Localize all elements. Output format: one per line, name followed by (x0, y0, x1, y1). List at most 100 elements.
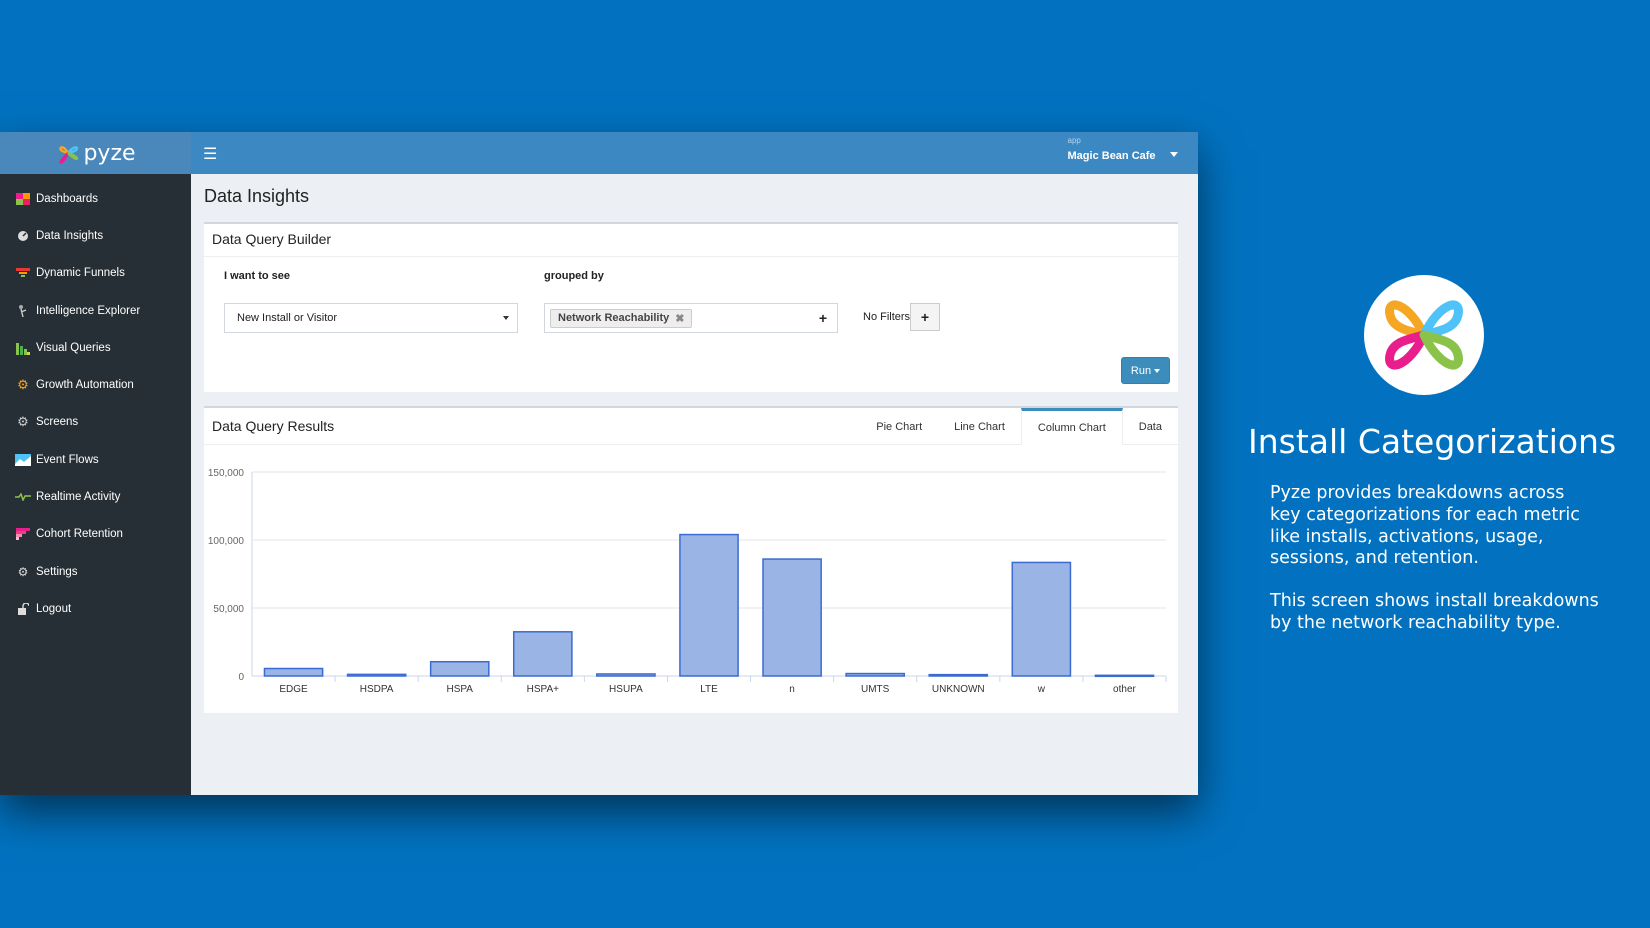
chart-bar (346, 673, 407, 677)
sidebar-item-visual-queries[interactable]: Visual Queries (0, 329, 191, 366)
x-tick-label: HSUPA (609, 684, 643, 695)
run-button[interactable]: Run (1121, 357, 1170, 384)
sidebar-item-realtime-activity[interactable]: Realtime Activity (0, 478, 191, 515)
x-tick-label: UNKNOWN (932, 684, 985, 695)
app-selector-dropdown[interactable]: app Magic Bean Cafe (1068, 136, 1178, 164)
add-filter-button[interactable]: + (910, 303, 940, 331)
pyze-logo-icon (59, 146, 79, 164)
sidebar-item-label: Settings (36, 565, 78, 578)
chart-bar (263, 667, 324, 677)
sidebar-item-logout[interactable]: Logout (0, 590, 191, 627)
dashboard-grid-icon (14, 192, 32, 206)
pyze-promo-logo (1364, 275, 1484, 395)
y-tick-label: 50,000 (213, 604, 244, 615)
x-tick-label: EDGE (279, 684, 308, 695)
sidebar-item-label: Growth Automation (36, 379, 134, 392)
brand-name: pyze (83, 140, 136, 166)
sidebar-nav: Dashboards Data Insights Dynamic Funnels… (0, 174, 191, 628)
sidebar-item-screens[interactable]: ⚙ Screens (0, 404, 191, 441)
column-chart: 0 50,000 100,000 150,000 EDGE HSDPA HSPA HSPA+ H… (208, 468, 1167, 695)
sidebar-item-label: Logout (36, 602, 72, 615)
sidebar-item-label: Cohort Retention (36, 528, 123, 541)
tab-line-chart[interactable]: Line Chart (954, 420, 1005, 433)
y-tick-label: 150,000 (208, 468, 245, 479)
plus-icon: + (920, 309, 930, 325)
sidebar-item-dynamic-funnels[interactable]: Dynamic Funnels (0, 255, 191, 292)
chart-bar (596, 673, 656, 677)
gauge-icon (14, 229, 32, 243)
chart-bar (1094, 674, 1155, 678)
run-button-label: Run (1130, 364, 1152, 377)
chevron-down-icon (503, 316, 509, 320)
metric-label: I want to see (224, 270, 291, 282)
query-results-panel: Data Query Results Pie Chart Line Chart … (204, 406, 1178, 713)
chart-bar (429, 660, 490, 677)
app-selector-label: app (1067, 136, 1081, 145)
sidebar-item-label: Event Flows (36, 453, 99, 466)
tab-pie-chart[interactable]: Pie Chart (876, 420, 923, 433)
sidebar-item-event-flows[interactable]: Event Flows (0, 441, 191, 478)
chart-bar (928, 673, 989, 677)
sidebar-item-label: Visual Queries (36, 341, 111, 354)
page-title: Data Insights (204, 186, 310, 206)
sidebar-item-label: Screens (36, 416, 79, 429)
pyze-flower-icon (1385, 300, 1463, 370)
caret-down-icon (1154, 368, 1161, 373)
unlock-icon (14, 602, 32, 616)
tab-data[interactable]: Data (1138, 420, 1162, 433)
flow-chart-icon (14, 453, 32, 467)
query-builder-title: Data Query Builder (204, 224, 1178, 257)
sidebar-item-label: Dynamic Funnels (36, 267, 125, 280)
sidebar-item-settings[interactable]: ⚙ Settings (0, 553, 191, 590)
app-window: pyze Dashboards Data Insights Dynamic Fu… (0, 132, 1198, 795)
chart-bar (845, 672, 906, 677)
activity-icon (14, 490, 32, 504)
funnel-icon (14, 266, 32, 280)
sidebar-item-label: Dashboards (36, 192, 99, 205)
bar-blocks-icon (14, 341, 32, 355)
group-by-select[interactable]: Network Reachability ✖ + (544, 303, 838, 333)
sidebar-item-intelligence-explorer[interactable]: Intelligence Explorer (0, 292, 191, 329)
promo-description: Pyze provides breakdowns across key cate… (1270, 483, 1600, 656)
sidebar-item-dashboards[interactable]: Dashboards (0, 180, 191, 217)
app-selector-value: Magic Bean Cafe (1067, 150, 1156, 162)
gear-icon: ⚙ (17, 564, 29, 579)
hamburger-menu-icon[interactable]: ☰ (203, 146, 218, 163)
gears-icon: ⚙ (17, 377, 29, 393)
top-navbar: ☰ app Magic Bean Cafe (191, 132, 1198, 174)
sidebar-item-label: Realtime Activity (36, 491, 121, 504)
chart-bar (679, 533, 739, 677)
screen-cog-icon: ⚙ (17, 414, 29, 430)
x-tick-label: LTE (700, 684, 718, 695)
brand-logo[interactable]: pyze (0, 132, 191, 174)
sidebar-item-label: Intelligence Explorer (36, 304, 141, 317)
query-builder-panel: Data Query Builder I want to see grouped… (204, 222, 1178, 392)
x-tick-label: w (1037, 684, 1046, 695)
sidebar-item-label: Data Insights (36, 229, 104, 242)
group-by-tag-label: Network Reachability (558, 312, 670, 324)
sidebar: pyze Dashboards Data Insights Dynamic Fu… (0, 132, 191, 795)
sidebar-item-growth-automation[interactable]: ⚙ Growth Automation (0, 366, 191, 403)
add-group-icon[interactable]: + (818, 310, 827, 326)
y-tick-label: 100,000 (208, 536, 245, 547)
metric-select[interactable]: New Install or Visitor (224, 303, 518, 333)
chevron-down-icon (1170, 152, 1178, 158)
x-tick-label: HSPA+ (527, 684, 559, 695)
x-tick-label: n (789, 684, 795, 695)
group-by-tag: Network Reachability ✖ (550, 308, 693, 328)
chart-type-tabs: Pie Chart Line Chart Column Chart Data (860, 408, 1178, 445)
sidebar-item-data-insights[interactable]: Data Insights (0, 217, 191, 254)
group-label: grouped by (544, 270, 604, 282)
tab-column-chart[interactable]: Column Chart (1020, 408, 1123, 445)
sidebar-item-cohort-retention[interactable]: Cohort Retention (0, 516, 191, 553)
promo-title: Install Categorizations (1248, 422, 1617, 461)
promo-paragraph: Pyze provides breakdowns across key cate… (1270, 483, 1580, 569)
explorer-icon (14, 304, 32, 318)
query-results-title: Data Query Results (212, 418, 335, 434)
chart-bar (512, 631, 573, 677)
chart-bar (762, 558, 822, 677)
remove-tag-icon[interactable]: ✖ (675, 312, 685, 325)
main-content: Data Insights Data Query Builder I want … (191, 174, 1198, 795)
x-tick-label: other (1113, 684, 1136, 695)
x-tick-label: HSPA (446, 684, 473, 695)
